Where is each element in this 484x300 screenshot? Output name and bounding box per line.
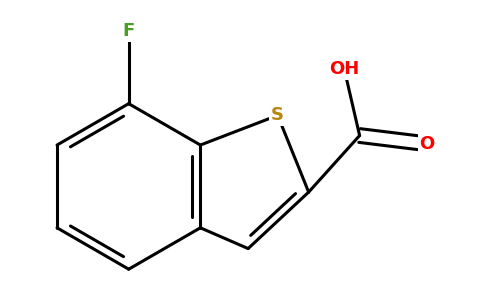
Text: S: S bbox=[271, 106, 284, 124]
Text: OH: OH bbox=[329, 60, 360, 78]
Text: O: O bbox=[419, 135, 435, 153]
Text: F: F bbox=[122, 22, 135, 40]
